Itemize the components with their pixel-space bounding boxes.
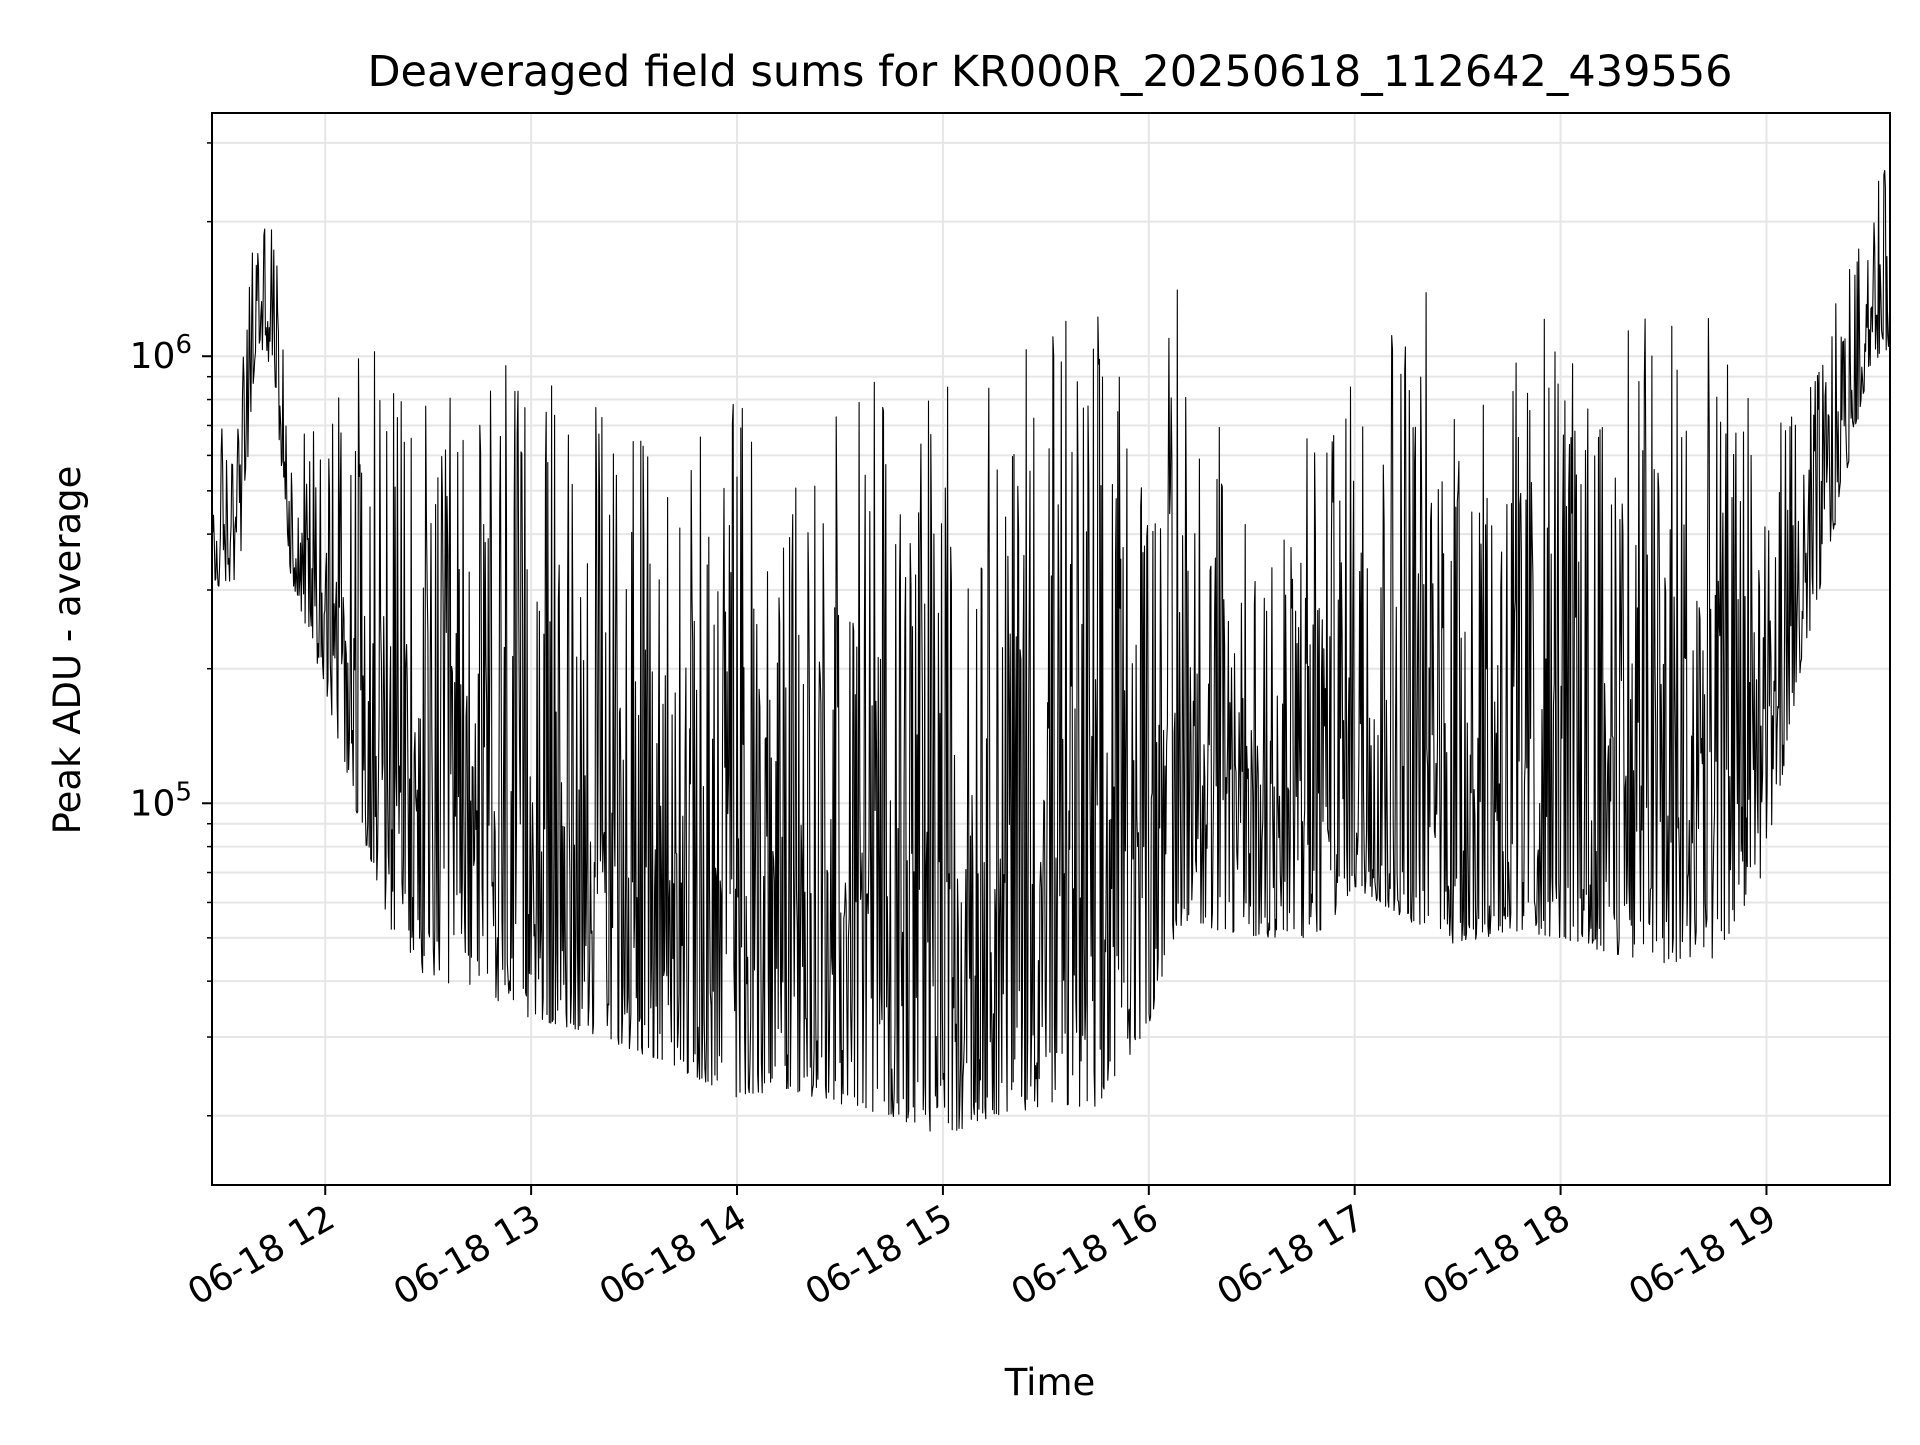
chart-title: Deaveraged field sums for KR000R_2025061… xyxy=(367,47,1732,97)
data-layer xyxy=(211,170,1891,1132)
y-tick-label: 105 xyxy=(130,777,192,824)
y-axis-label: Peak ADU - average xyxy=(46,466,89,835)
y-tick-label: 106 xyxy=(130,330,192,377)
plot-frame xyxy=(211,112,1891,1186)
series-line xyxy=(211,170,1891,1132)
x-axis-label: Time xyxy=(1004,1361,1096,1404)
